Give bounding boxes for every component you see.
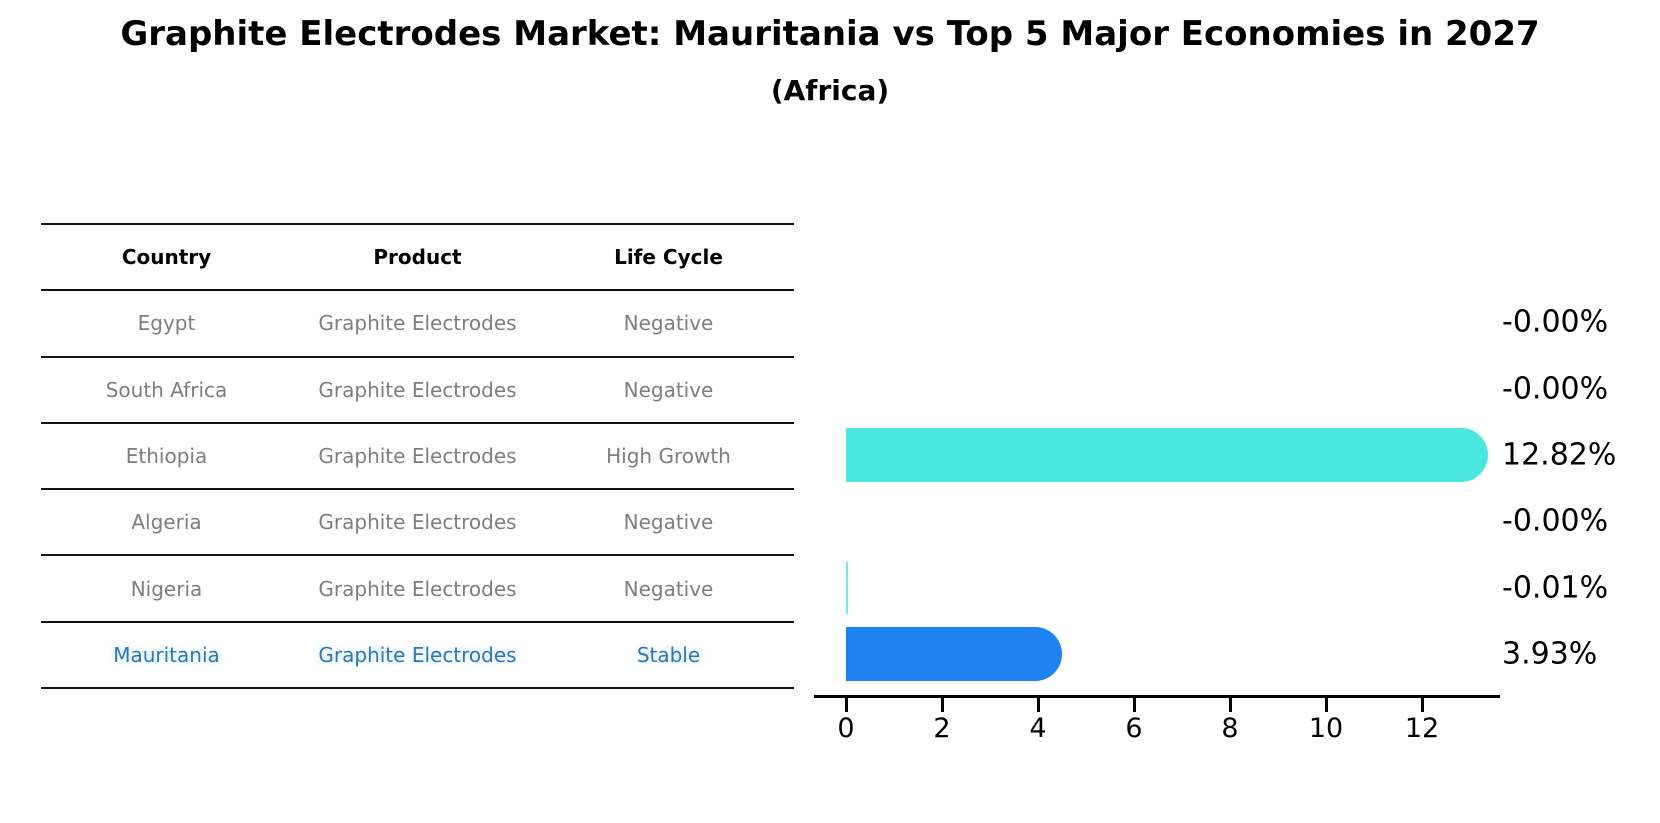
cell-country: Nigeria xyxy=(130,576,203,601)
x-axis-tick-label: 12 xyxy=(1404,713,1440,744)
cell-product: Graphite Electrodes xyxy=(318,642,517,667)
cell-life-cycle: Negative xyxy=(623,576,714,601)
cell-country: South Africa xyxy=(105,377,228,402)
value-label-egypt: -0.00% xyxy=(1502,304,1609,340)
country-table: Country Product Life Cycle Egypt Graphite El… xyxy=(41,223,794,690)
x-axis-tick-label: 4 xyxy=(1029,713,1047,744)
cell-life-cycle: High Growth xyxy=(606,444,731,469)
cell-life-cycle: Negative xyxy=(623,510,714,535)
cell-country: Ethiopia xyxy=(125,444,208,469)
cell-product: Graphite Electrodes xyxy=(318,444,517,469)
value-label-algeria: -0.00% xyxy=(1502,503,1609,539)
x-axis-tick xyxy=(1228,695,1232,712)
cell-life-cycle: Negative xyxy=(623,377,714,402)
table-header-cell: Life Cycle xyxy=(614,245,723,270)
x-axis-tick-label: 10 xyxy=(1308,713,1344,744)
chart-title: Graphite Electrodes Market: Mauritania v… xyxy=(120,14,1540,54)
bar-mauritania xyxy=(846,626,1062,681)
table-row-algeria: Algeria Graphite Electrodes Negative xyxy=(41,488,794,554)
cell-product: Graphite Electrodes xyxy=(318,377,517,402)
table-row-south-africa: South Africa Graphite Electrodes Negative xyxy=(41,355,794,422)
cell-product: Graphite Electrodes xyxy=(318,576,517,601)
value-label-ethiopia: 12.82% xyxy=(1502,437,1617,473)
table-row-egypt: Egypt Graphite Electrodes Negative xyxy=(41,289,794,355)
value-label-mauritania: 3.93% xyxy=(1502,636,1598,672)
value-label-south-africa: -0.00% xyxy=(1502,371,1609,407)
x-axis-tick-label: 0 xyxy=(837,713,855,744)
table-row-nigeria: Nigeria Graphite Electrodes Negative xyxy=(41,554,794,620)
table-header-cell: Product xyxy=(373,245,462,270)
x-axis-tick xyxy=(844,695,848,712)
cell-country: Mauritania xyxy=(113,642,220,667)
bar-ethiopia xyxy=(846,428,1489,483)
table-header-row: Country Product Life Cycle xyxy=(41,223,794,289)
bar-nigeria-thin xyxy=(846,561,848,614)
cell-life-cycle: Stable xyxy=(636,642,701,667)
x-axis-tick xyxy=(1132,695,1136,712)
chart-subtitle: (Africa) xyxy=(770,74,890,107)
x-axis-line xyxy=(814,695,1500,698)
cell-country: Egypt xyxy=(137,311,196,336)
value-label-nigeria: -0.01% xyxy=(1502,570,1609,606)
table-header-cell: Country xyxy=(121,245,212,270)
cell-life-cycle: Negative xyxy=(623,311,714,336)
x-axis-tick xyxy=(1324,695,1328,712)
table-row-ethiopia: Ethiopia Graphite Electrodes High Growth xyxy=(41,421,794,488)
x-axis-tick xyxy=(940,695,944,712)
cell-product: Graphite Electrodes xyxy=(318,311,517,336)
cell-country: Algeria xyxy=(131,510,202,535)
x-axis-tick-label: 8 xyxy=(1221,713,1239,744)
cell-product: Graphite Electrodes xyxy=(318,510,517,535)
x-axis-tick-label: 2 xyxy=(933,713,951,744)
x-axis-tick-label: 6 xyxy=(1125,713,1143,744)
x-axis-tick xyxy=(1036,695,1040,712)
table-row-mauritania: Mauritania Graphite Electrodes Stable xyxy=(41,620,794,687)
x-axis-tick xyxy=(1420,695,1424,712)
